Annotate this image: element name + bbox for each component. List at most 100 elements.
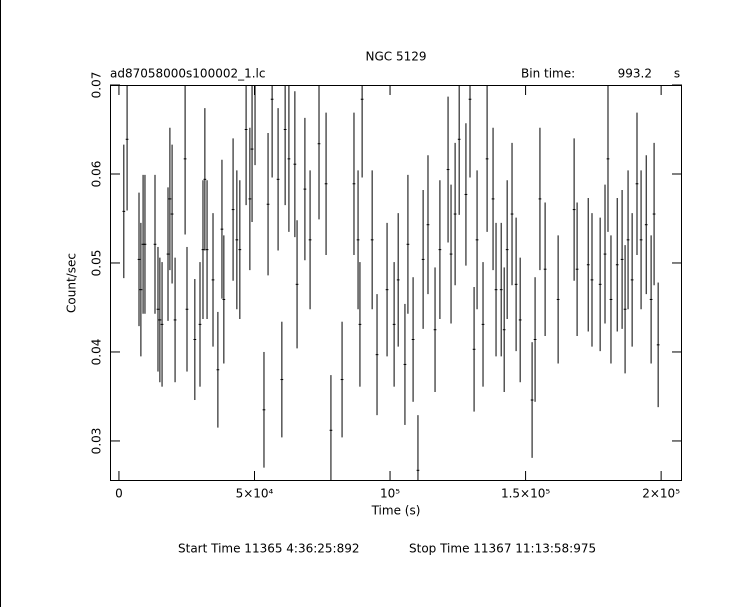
error-bar <box>203 108 207 251</box>
error-bar <box>406 174 410 314</box>
error-bar <box>494 222 498 357</box>
error-bar <box>287 85 291 232</box>
x-tick-label: 0 <box>115 487 123 501</box>
error-bar <box>317 85 321 220</box>
error-bar <box>575 202 579 336</box>
start-time: Start Time 11365 4:36:25:892 <box>178 542 360 556</box>
error-bar <box>276 108 280 251</box>
y-tick-label: 0.05 <box>90 250 104 277</box>
error-bar <box>453 142 457 286</box>
error-bar <box>468 85 472 178</box>
error-bar <box>220 159 224 299</box>
error-bar <box>438 180 442 320</box>
error-bar <box>375 294 379 416</box>
error-bar <box>248 127 252 271</box>
error-bar <box>433 267 437 393</box>
error-bar <box>125 85 129 211</box>
error-bar <box>385 222 389 357</box>
error-bar <box>143 174 147 314</box>
error-bar <box>166 187 170 321</box>
error-bar <box>352 112 356 255</box>
x-tick-label: 5×10⁴ <box>236 487 274 501</box>
error-bar <box>485 85 489 232</box>
error-bar <box>630 213 634 347</box>
error-bar <box>606 85 610 232</box>
error-bar <box>403 303 407 425</box>
y-tick-label: 0.06 <box>90 161 104 188</box>
error-bar <box>491 127 495 271</box>
bin-time-label: Bin time: <box>521 67 575 81</box>
error-bar <box>514 217 518 352</box>
error-bar <box>295 220 299 349</box>
bin-time-unit: s <box>674 67 680 81</box>
error-bar <box>502 267 506 393</box>
error-bar <box>464 123 468 266</box>
stop-time: Stop Time 11367 11:13:58:975 <box>409 542 596 556</box>
error-bar <box>253 85 257 166</box>
error-bar <box>652 142 656 286</box>
error-bar <box>421 190 425 329</box>
bin-time: 993.2 <box>618 67 652 81</box>
error-bar <box>201 180 205 320</box>
error-bar <box>538 127 542 271</box>
error-bar <box>623 245 627 374</box>
error-bar <box>156 246 160 372</box>
error-bar <box>216 311 220 428</box>
y-tick-label: 0.04 <box>90 339 104 366</box>
error-bar <box>510 142 514 286</box>
error-bar <box>533 277 537 402</box>
error-bar <box>244 85 248 206</box>
error-bar <box>603 184 607 324</box>
error-bar <box>411 277 415 402</box>
file-name: ad87058000s100002_1.lc <box>110 67 266 81</box>
error-bar <box>358 262 362 387</box>
error-bar <box>198 262 202 387</box>
error-bar <box>598 217 602 352</box>
error-bar <box>392 262 396 387</box>
error-bar <box>586 198 590 332</box>
error-bar <box>370 170 374 310</box>
error-bar <box>266 133 270 276</box>
chart-title: NGC 5129 <box>365 50 426 64</box>
error-bar <box>416 415 420 481</box>
error-bar <box>153 174 157 314</box>
error-bar <box>137 192 141 327</box>
error-bar <box>205 180 209 320</box>
error-bar <box>656 282 660 408</box>
error-bar <box>572 138 576 281</box>
error-bar <box>556 235 560 364</box>
error-bar <box>173 257 177 383</box>
error-bar <box>426 155 430 295</box>
error-bar <box>475 170 479 310</box>
x-tick-label: 1.5×10⁵ <box>501 487 550 501</box>
error-bar <box>183 85 187 235</box>
error-bar <box>446 96 450 243</box>
error-bar <box>449 184 453 324</box>
error-bar <box>609 235 613 364</box>
error-bar <box>481 262 485 387</box>
error-bar <box>530 342 534 458</box>
error-bar <box>293 91 297 238</box>
y-tick-label: 0.07 <box>90 72 104 99</box>
error-bar <box>396 213 400 347</box>
error-bar <box>222 235 226 364</box>
error-bar <box>231 138 235 281</box>
x-axis-label: Time (s) <box>371 504 421 518</box>
error-bar <box>238 180 242 320</box>
error-bar <box>235 170 239 310</box>
x-tick-label: 2×10⁵ <box>642 487 680 501</box>
error-bar <box>283 85 287 206</box>
error-bar <box>356 170 360 310</box>
error-bar <box>360 85 364 178</box>
error-bar <box>329 375 333 481</box>
error-bar <box>168 127 172 271</box>
error-bar <box>340 321 344 438</box>
error-bar <box>457 85 461 215</box>
x-tick-label: 10⁵ <box>380 487 400 501</box>
error-bar <box>505 180 509 320</box>
error-bar <box>324 112 328 255</box>
error-bar <box>626 170 630 310</box>
error-bar <box>280 321 284 438</box>
error-bar <box>170 144 174 284</box>
